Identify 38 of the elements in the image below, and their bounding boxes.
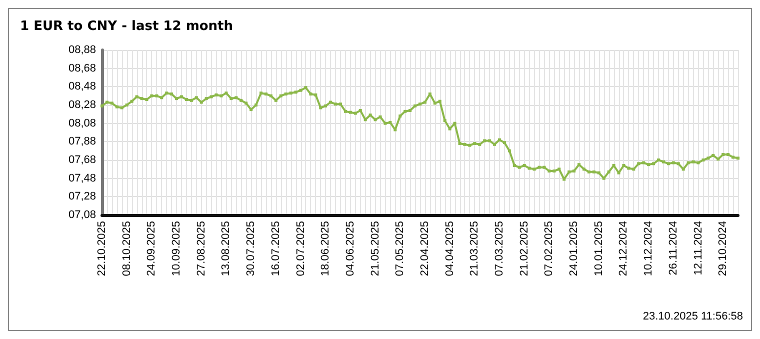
x-tick-label: 18.06.2025 bbox=[320, 221, 332, 276]
text: 23.10.2025 11:56:58 bbox=[642, 310, 744, 322]
y-tick-label: 07,68 bbox=[68, 154, 96, 166]
chart-title: 1 EUR to CNY - last 12 month bbox=[20, 19, 234, 34]
x-tick-label: 24.01.2025 bbox=[568, 221, 580, 276]
x-tick-label: 21.02.2025 bbox=[518, 221, 530, 276]
x-tick-label: 27.08.2025 bbox=[195, 221, 208, 276]
x-tick-label: 07.02.2025 bbox=[543, 221, 556, 276]
x-tick-label: 22.10.2025 bbox=[96, 221, 108, 276]
y-tick-label: 08,28 bbox=[68, 99, 96, 111]
x-tick-label: 24.12.2024 bbox=[618, 221, 630, 276]
y-tick-label: 07,28 bbox=[68, 190, 96, 203]
y-tick-label: 07,48 bbox=[68, 172, 96, 184]
y-tick-label: 08,08 bbox=[68, 117, 96, 130]
x-tick-label: 12.11.2024 bbox=[692, 221, 704, 276]
x-tick-label: 22.04.2025 bbox=[418, 221, 431, 276]
y-tick-label: 07,88 bbox=[68, 136, 96, 148]
x-tick-label: 08.10.2025 bbox=[120, 221, 133, 276]
x-tick-label: 04.04.2025 bbox=[444, 221, 456, 276]
x-tick-label: 16.07.2025 bbox=[270, 221, 282, 276]
x-tick-label: 26.11.2024 bbox=[667, 221, 680, 276]
x-tick-label: 07.05.2025 bbox=[394, 221, 406, 276]
y-tick-label: 08,88 bbox=[68, 44, 96, 56]
x-tick-label: 10.12.2024 bbox=[642, 221, 655, 276]
x-tick-label: 07.03.2025 bbox=[494, 221, 506, 276]
x-tick-label: 10.09.2025 bbox=[170, 221, 183, 276]
x-tick-label: 30.07.2025 bbox=[245, 221, 258, 276]
y-tick-label: 08,68 bbox=[68, 62, 96, 74]
x-tick-label: 10.01.2025 bbox=[592, 221, 605, 276]
x-tick-label: 24.09.2025 bbox=[146, 221, 158, 276]
y-tick-label: 07,08 bbox=[68, 209, 96, 221]
x-tick-label: 04.06.2025 bbox=[344, 221, 356, 276]
x-tick-label: 29.10.2024 bbox=[717, 221, 730, 276]
y-tick-label: 08,48 bbox=[68, 80, 96, 93]
x-tick-label: 13.08.2025 bbox=[220, 221, 232, 276]
x-tick-label: 21.05.2025 bbox=[369, 221, 382, 276]
x-tick-label: 21.03.2025 bbox=[468, 221, 481, 276]
x-tick-label: 02.07.2025 bbox=[294, 221, 307, 276]
